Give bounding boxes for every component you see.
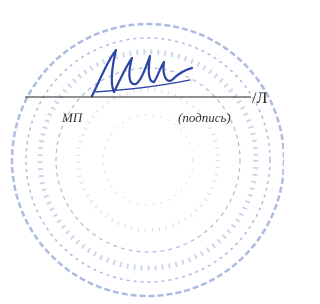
signature-underline: [96, 80, 190, 92]
stamp-text-ring: [40, 52, 256, 268]
name-text: /Л: [252, 90, 267, 107]
signature-stroke: [92, 50, 192, 96]
document-fragment: /Л МП (подпись): [0, 0, 284, 304]
page: /Л МП (подпись) (() => { const data = JS…: [0, 0, 284, 304]
signature: [92, 50, 192, 96]
signature-label: (подпись): [178, 110, 231, 125]
stamp-center: [103, 115, 193, 205]
stamp-label: МП: [61, 110, 84, 125]
stamp-inner-ring: [56, 68, 240, 252]
